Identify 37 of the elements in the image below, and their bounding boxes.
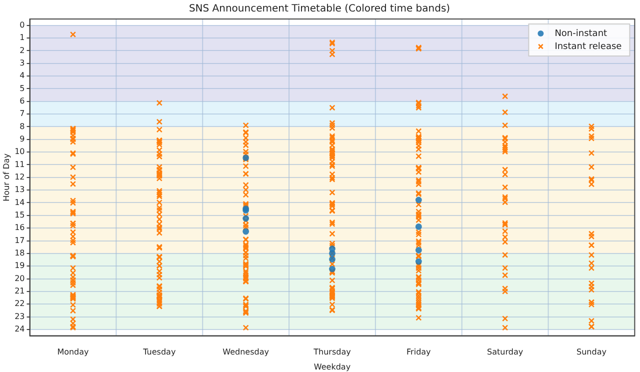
- x-tick-label: Tuesday: [142, 348, 176, 357]
- x-tick-label: Sunday: [576, 348, 607, 357]
- y-tick-label: 13: [14, 185, 25, 194]
- y-tick-label: 14: [14, 198, 25, 207]
- y-tick-label: 17: [14, 236, 25, 245]
- y-tick-label: 11: [14, 160, 25, 169]
- y-tick-label: 19: [14, 261, 25, 270]
- y-tick-label: 10: [14, 147, 25, 156]
- x-tick-label: Monday: [57, 348, 90, 357]
- y-tick-label: 2: [20, 46, 25, 55]
- y-tick-label: 24: [14, 324, 25, 334]
- y-tick-label: 18: [14, 248, 25, 258]
- y-tick-label: 4: [20, 71, 25, 80]
- x-tick-label: Friday: [406, 348, 432, 357]
- y-tick-label: 0: [20, 20, 25, 30]
- legend-label: Instant release: [554, 42, 622, 52]
- y-tick-label: 23: [14, 312, 25, 321]
- x-tick-label: Saturday: [487, 348, 524, 357]
- x-tick-label: Wednesday: [222, 348, 270, 357]
- y-tick-label: 3: [20, 58, 25, 68]
- y-tick-label: 7: [20, 109, 25, 118]
- y-tick-label: 1: [20, 33, 25, 42]
- y-tick-label: 5: [20, 84, 25, 93]
- y-tick-label: 21: [14, 286, 25, 296]
- y-tick-label: 16: [14, 223, 25, 232]
- legend-label: Non-instant: [554, 28, 608, 39]
- chart-title: SNS Announcement Timetable (Colored time bands): [188, 4, 450, 15]
- y-tick-label: 9: [20, 134, 25, 144]
- y-tick-label: 8: [20, 122, 25, 131]
- y-tick-label: 6: [20, 96, 25, 106]
- y-tick-label: 20: [14, 274, 25, 283]
- y-tick-label: 15: [14, 210, 25, 220]
- y-tick-label: 12: [14, 172, 25, 182]
- y-tick-label: 22: [14, 299, 25, 308]
- y-axis-title: Hour of Day: [2, 153, 11, 202]
- x-axis-title: Weekday: [314, 362, 351, 372]
- x-tick-label: Thursday: [312, 348, 352, 357]
